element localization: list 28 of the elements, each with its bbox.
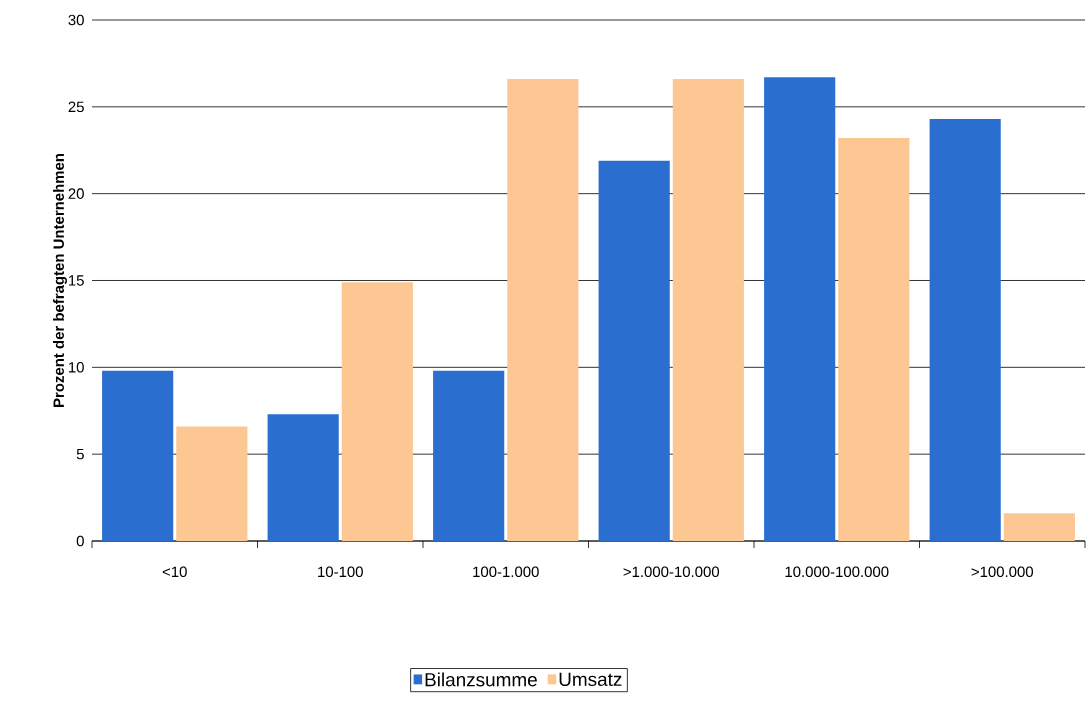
x-tick-label: 100-1.000	[473, 566, 539, 578]
y-tick-label: 15	[69, 275, 84, 286]
bar	[764, 77, 836, 541]
bar	[507, 79, 579, 541]
bar	[838, 138, 910, 541]
bar	[341, 282, 413, 541]
y-tick-label: 0	[76, 535, 84, 547]
x-tick-label: 10.000-100.000	[785, 566, 889, 578]
bar	[267, 414, 339, 541]
bar	[1003, 513, 1075, 541]
y-tick-label: 25	[68, 101, 84, 113]
bar	[102, 370, 174, 541]
y-axis-title: Prozent der befragten Unternehmen	[53, 153, 68, 407]
bar	[672, 79, 744, 541]
y-tick-label: 30	[68, 14, 84, 26]
y-tick-label: 5	[76, 448, 84, 460]
x-tick-label: >1.000-10.000	[623, 566, 720, 578]
y-tick-label: 10	[69, 362, 84, 373]
legend-label: Umsatz	[559, 672, 622, 687]
bar	[433, 370, 505, 541]
bar	[598, 160, 670, 541]
x-tick-label: >100.000	[971, 566, 1034, 578]
x-tick-label: 10-100	[318, 566, 363, 578]
x-tick-label: <10	[162, 566, 187, 578]
bar	[176, 426, 248, 541]
legend-label: Bilanzsumme	[425, 672, 537, 687]
bar	[929, 118, 1001, 541]
y-tick-label: 20	[68, 188, 84, 199]
